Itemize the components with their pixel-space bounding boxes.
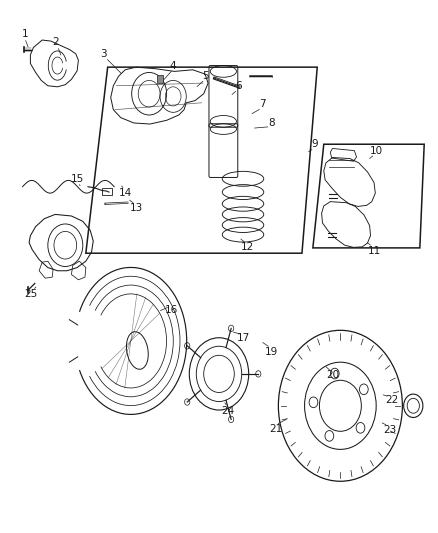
Text: 3: 3 xyxy=(100,49,106,59)
Text: 8: 8 xyxy=(268,118,275,128)
Text: 7: 7 xyxy=(259,99,266,109)
Text: 11: 11 xyxy=(367,246,381,255)
Text: 9: 9 xyxy=(312,139,318,149)
Text: 1: 1 xyxy=(21,29,28,39)
Text: 21: 21 xyxy=(269,424,283,434)
Text: 6: 6 xyxy=(235,81,242,91)
Text: 19: 19 xyxy=(265,346,278,357)
Text: 2: 2 xyxy=(52,37,59,46)
Text: 24: 24 xyxy=(221,406,234,416)
Text: 4: 4 xyxy=(170,61,177,70)
Text: 10: 10 xyxy=(370,146,383,156)
Text: 5: 5 xyxy=(203,71,209,81)
Text: 20: 20 xyxy=(326,370,339,381)
Text: 22: 22 xyxy=(385,395,398,406)
Text: 25: 25 xyxy=(25,289,38,299)
Text: 15: 15 xyxy=(71,174,84,184)
Text: 14: 14 xyxy=(119,188,132,198)
Text: 13: 13 xyxy=(129,203,143,213)
Text: 16: 16 xyxy=(164,305,177,315)
Text: 12: 12 xyxy=(241,242,254,252)
Text: 17: 17 xyxy=(237,333,250,343)
Text: 23: 23 xyxy=(384,425,397,435)
FancyBboxPatch shape xyxy=(156,75,163,83)
